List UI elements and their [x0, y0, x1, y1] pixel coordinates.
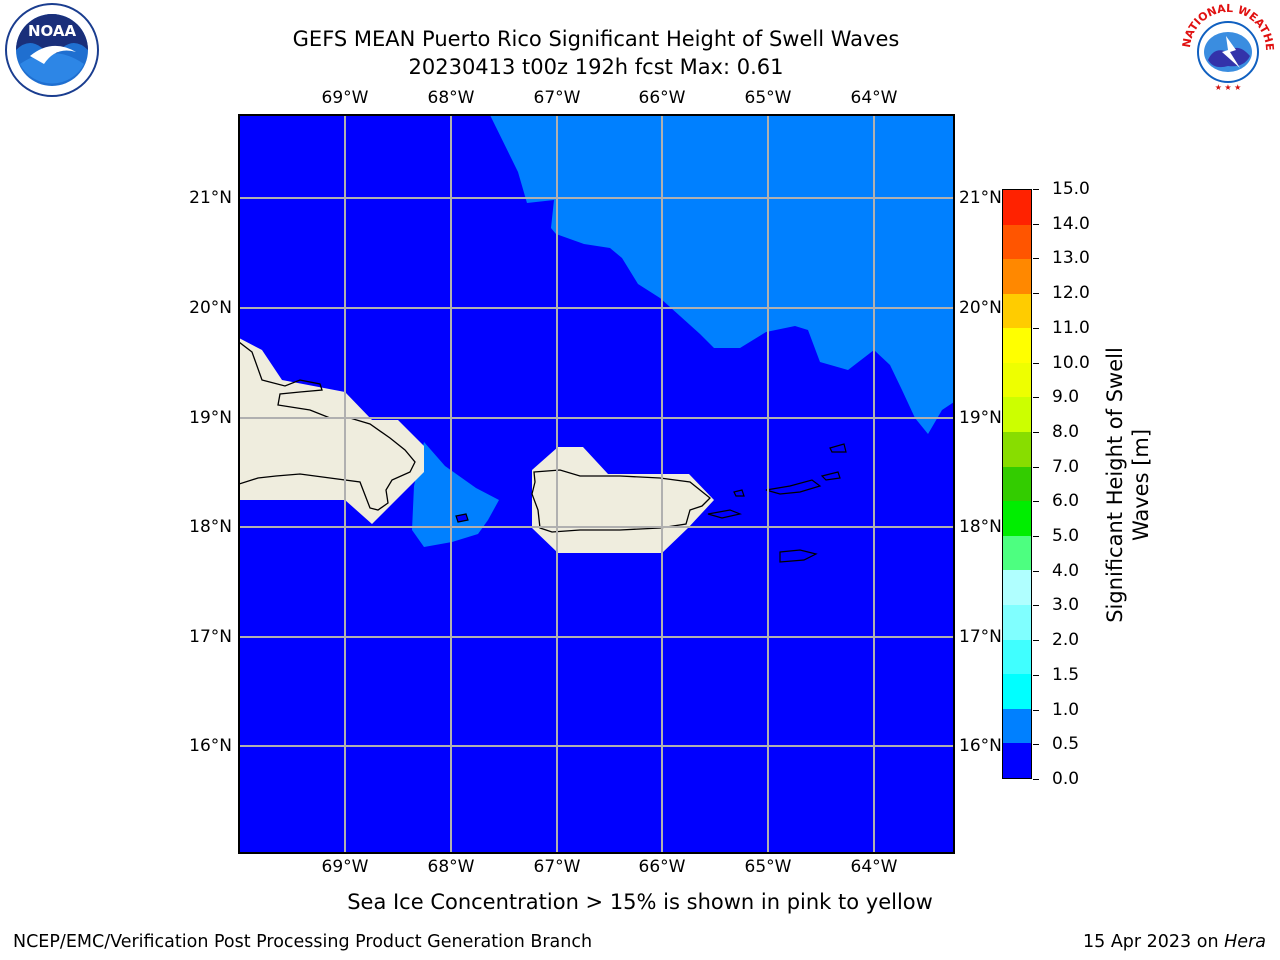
- lat-label-left: 19°N: [189, 408, 232, 428]
- lat-label-right: 20°N: [959, 298, 1002, 318]
- colorbar-segment: [1003, 605, 1031, 640]
- footer-date-text: 15 Apr 2023 on: [1082, 932, 1219, 952]
- lat-label-right: 17°N: [959, 627, 1002, 647]
- colorbar-tick-mark: [1033, 397, 1039, 399]
- colorbar-tick-mark: [1033, 293, 1039, 295]
- footer-branch: NCEP/EMC/Verification Post Processing Pr…: [13, 932, 593, 952]
- lat-label-left: 18°N: [189, 517, 232, 537]
- colorbar-tick-mark: [1033, 744, 1039, 746]
- lon-label-bottom: 69°W: [321, 857, 369, 877]
- lon-label-bottom: 67°W: [533, 857, 581, 877]
- colorbar-tick-label: 10.0: [1052, 352, 1090, 373]
- colorbar-segment: [1003, 189, 1031, 225]
- land-hispaniola: [239, 338, 424, 524]
- lat-label-left: 21°N: [189, 188, 232, 208]
- colorbar-tick-label: 8.0: [1052, 421, 1080, 442]
- lon-label-bottom: 65°W: [744, 857, 792, 877]
- swell-patch-mona-passage: [412, 442, 499, 547]
- colorbar-title-line2: Waves [m]: [1129, 428, 1153, 542]
- puerto-rico-coastline: [531, 469, 711, 533]
- colorbar-tick-mark: [1033, 640, 1039, 642]
- colorbar-tick-mark: [1033, 258, 1039, 260]
- colorbar-tick-mark: [1033, 709, 1039, 711]
- svg-text:NOAA: NOAA: [28, 22, 77, 40]
- colorbar-segment: [1003, 362, 1031, 398]
- colorbar-tick-label: 12.0: [1052, 283, 1090, 304]
- colorbar-segment: [1003, 743, 1031, 778]
- colorbar-segment: [1003, 432, 1031, 467]
- lat-label-right: 21°N: [959, 188, 1002, 208]
- colorbar-tick-mark: [1033, 327, 1039, 329]
- svg-text:★ ★ ★: ★ ★ ★: [1215, 83, 1242, 92]
- lon-label-top: 67°W: [533, 88, 581, 108]
- colorbar-segment: [1003, 293, 1031, 329]
- map-frame: [238, 114, 955, 854]
- colorbar: [1002, 189, 1032, 779]
- colorbar-tick-label: 14.0: [1052, 213, 1090, 234]
- colorbar-tick-label: 5.0: [1052, 526, 1080, 547]
- colorbar-tick-label: 3.0: [1052, 595, 1080, 616]
- colorbar-tick-mark: [1033, 536, 1039, 538]
- colorbar-segment: [1003, 224, 1031, 260]
- colorbar-tick-label: 1.0: [1052, 699, 1080, 720]
- lat-label-right: 18°N: [959, 517, 1002, 537]
- colorbar-segment: [1003, 397, 1031, 433]
- lat-label-left: 20°N: [189, 298, 232, 318]
- colorbar-tick-label: 11.0: [1052, 317, 1090, 338]
- colorbar-tick-label: 0.0: [1052, 769, 1080, 789]
- colorbar-tick-label: 9.0: [1052, 387, 1080, 408]
- gridlines: [239, 115, 954, 853]
- colorbar-tick-label: 0.5: [1052, 734, 1080, 755]
- colorbar-tick-mark: [1033, 223, 1039, 225]
- colorbar-tick-mark: [1033, 501, 1039, 503]
- colorbar-tick-mark: [1033, 362, 1039, 364]
- colorbar-segment: [1003, 708, 1031, 744]
- colorbar-tick-mark: [1033, 466, 1039, 468]
- lat-label-right: 19°N: [959, 408, 1002, 428]
- footer-machine: Hera: [1224, 932, 1266, 952]
- colorbar-tick-mark: [1033, 674, 1039, 676]
- lon-label-top: 68°W: [427, 88, 475, 108]
- colorbar-tick-label: 6.0: [1052, 491, 1080, 512]
- lat-label-left: 17°N: [189, 627, 232, 647]
- swell-band-northeast: [490, 115, 954, 434]
- colorbar-tick-mark: [1033, 570, 1039, 572]
- lon-label-top: 65°W: [744, 88, 792, 108]
- colorbar-segment: [1003, 259, 1031, 294]
- lat-label-right: 16°N: [959, 736, 1002, 756]
- colorbar-tick-mark: [1033, 779, 1039, 780]
- colorbar-segment: [1003, 535, 1031, 571]
- footer-date: 15 Apr 2023 on Hera: [1083, 932, 1266, 952]
- lat-label-left: 16°N: [189, 736, 232, 756]
- chart-subtitle: 20230413 t00z 192h fcst Max: 0.61: [408, 55, 784, 79]
- chart-title: GEFS MEAN Puerto Rico Significant Height…: [292, 27, 900, 51]
- colorbar-tick-mark: [1033, 189, 1039, 190]
- colorbar-tick-label: 2.0: [1052, 630, 1080, 651]
- colorbar-segment: [1003, 501, 1031, 536]
- colorbar-tick-label: 15.0: [1052, 179, 1090, 199]
- lon-label-bottom: 68°W: [427, 857, 475, 877]
- colorbar-tick-mark: [1033, 431, 1039, 433]
- colorbar-tick-label: 1.5: [1052, 664, 1080, 685]
- national-weather-service-logo: NATIONAL WEATHER SERVICE ★ ★ ★: [1178, 2, 1276, 96]
- colorbar-tick-label: 7.0: [1052, 456, 1080, 477]
- colorbar-tick-label: 4.0: [1052, 560, 1080, 581]
- colorbar-title-line1: Significant Height of Swell: [1103, 347, 1127, 623]
- lon-label-top: 69°W: [321, 88, 369, 108]
- noaa-logo: NOAA: [5, 3, 99, 97]
- colorbar-segment: [1003, 466, 1031, 502]
- lon-label-bottom: 64°W: [850, 857, 898, 877]
- sea-ice-note: Sea Ice Concentration > 15% is shown in …: [347, 890, 933, 914]
- colorbar-segment: [1003, 674, 1031, 709]
- colorbar-tick-mark: [1033, 605, 1039, 607]
- colorbar-segment: [1003, 639, 1031, 675]
- colorbar-title: Significant Height of Swell Waves [m]: [1102, 347, 1154, 623]
- lon-label-top: 66°W: [638, 88, 686, 108]
- colorbar-segment: [1003, 328, 1031, 363]
- lon-label-bottom: 66°W: [638, 857, 686, 877]
- colorbar-tick-label: 13.0: [1052, 248, 1090, 269]
- colorbar-segment: [1003, 570, 1031, 606]
- lon-label-top: 64°W: [850, 88, 898, 108]
